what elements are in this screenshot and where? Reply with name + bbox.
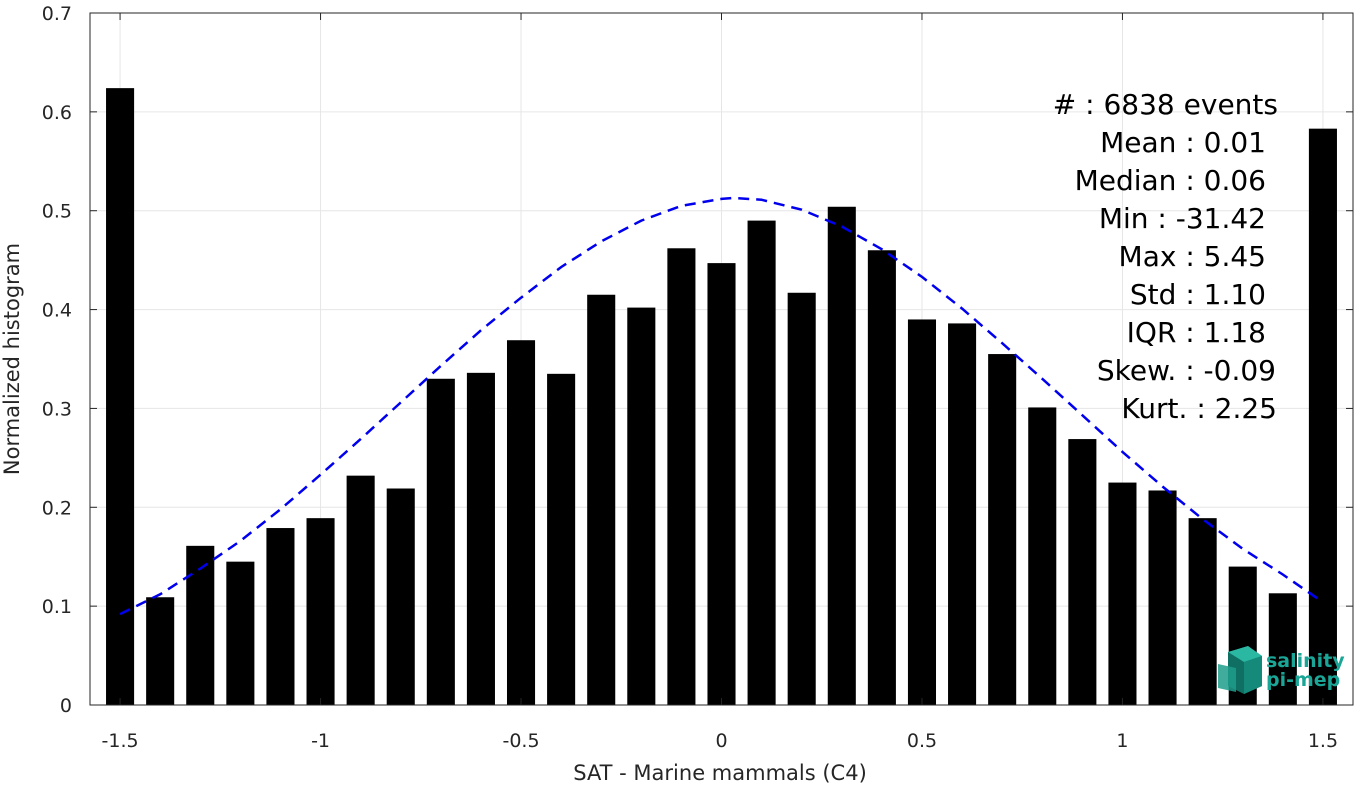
- fit-curve: [119, 196, 1324, 616]
- histogram-bar: [1068, 439, 1097, 705]
- histogram-bar: [146, 597, 175, 705]
- histogram-bar: [346, 475, 375, 705]
- y-tick-label: 0.6: [42, 102, 72, 124]
- stats-line: Mean : 0.01: [1100, 126, 1266, 159]
- stats-line: Median : 0.06: [1075, 164, 1266, 197]
- bar-series: [106, 88, 1337, 706]
- logo-text-line1: salinity: [1266, 650, 1345, 672]
- y-tick-label: 0.7: [42, 3, 72, 25]
- x-tick-label: 1: [1116, 730, 1128, 752]
- stats-annotation: # : 6838 events Mean : 0.01 Median : 0.06 M…: [1053, 88, 1278, 425]
- stats-line: Max : 5.45: [1119, 240, 1266, 273]
- histogram-bar: [587, 294, 616, 705]
- y-tick-label: 0.3: [42, 398, 72, 420]
- x-tick-label: 1.5: [1308, 730, 1338, 752]
- x-tick-label: 0: [715, 730, 727, 752]
- histogram-bar: [106, 88, 135, 706]
- histogram-bar: [1308, 128, 1337, 706]
- histogram-bar: [907, 319, 937, 705]
- x-tick-label: -1.5: [102, 730, 139, 752]
- stats-line: # : 6838 events: [1053, 88, 1278, 121]
- y-tick-label: 0.5: [42, 201, 72, 223]
- y-axis-title: Normalized histogram: [0, 243, 24, 475]
- histogram-bar: [667, 248, 696, 705]
- grid-lines: [90, 12, 1353, 706]
- histogram-bar: [707, 263, 736, 705]
- histogram-bar: [948, 323, 977, 705]
- histogram-bar: [1108, 482, 1137, 705]
- histogram-bar: [226, 561, 255, 705]
- y-tick-label: 0.1: [42, 596, 72, 618]
- x-axis-ticks: -1.5 -1 -0.5 0 0.5 1 1.5: [102, 13, 1338, 752]
- histogram-bar: [1268, 593, 1297, 705]
- histogram-bar: [787, 292, 816, 705]
- salinity-pimep-logo: salinity pi-mep: [1218, 646, 1345, 694]
- fit-curve-layer: [119, 196, 1324, 616]
- logo-cube-icon: [1218, 646, 1262, 694]
- histogram-bar: [547, 373, 576, 705]
- histogram-bar: [306, 518, 335, 705]
- stats-line: Skew. : -0.09: [1097, 354, 1276, 387]
- x-tick-label: -1: [311, 730, 330, 752]
- histogram-bar: [186, 545, 215, 705]
- histogram-bar: [506, 340, 536, 705]
- y-tick-label: 0.2: [42, 497, 72, 519]
- stats-line: Std : 1.10: [1130, 278, 1266, 311]
- histogram-bar: [266, 528, 295, 705]
- histogram-bar: [426, 378, 455, 705]
- histogram-bar: [386, 488, 415, 705]
- histogram-bar: [1148, 490, 1177, 705]
- stats-line: IQR : 1.18: [1127, 316, 1266, 349]
- y-axis-ticks: 0 0.1 0.2 0.3 0.4 0.5 0.6 0.7: [42, 3, 1353, 717]
- logo-text-line2: pi-mep: [1266, 669, 1340, 691]
- x-tick-label: -0.5: [502, 730, 539, 752]
- histogram-bar: [827, 206, 856, 705]
- x-tick-label: 0.5: [907, 730, 937, 752]
- histogram-bar: [747, 220, 776, 705]
- x-axis-title: SAT - Marine mammals (C4): [573, 761, 867, 785]
- histogram-bar: [1188, 518, 1217, 705]
- histogram-bar: [867, 250, 896, 705]
- histogram-bar: [627, 307, 656, 705]
- histogram-bar: [988, 354, 1017, 705]
- histogram-bar: [1028, 407, 1057, 705]
- histogram-bar: [466, 372, 495, 705]
- stats-line: Kurt. : 2.25: [1121, 392, 1277, 425]
- stats-line: Min : -31.42: [1099, 202, 1266, 235]
- y-tick-label: 0.4: [42, 300, 72, 322]
- y-tick-label: 0: [60, 695, 72, 717]
